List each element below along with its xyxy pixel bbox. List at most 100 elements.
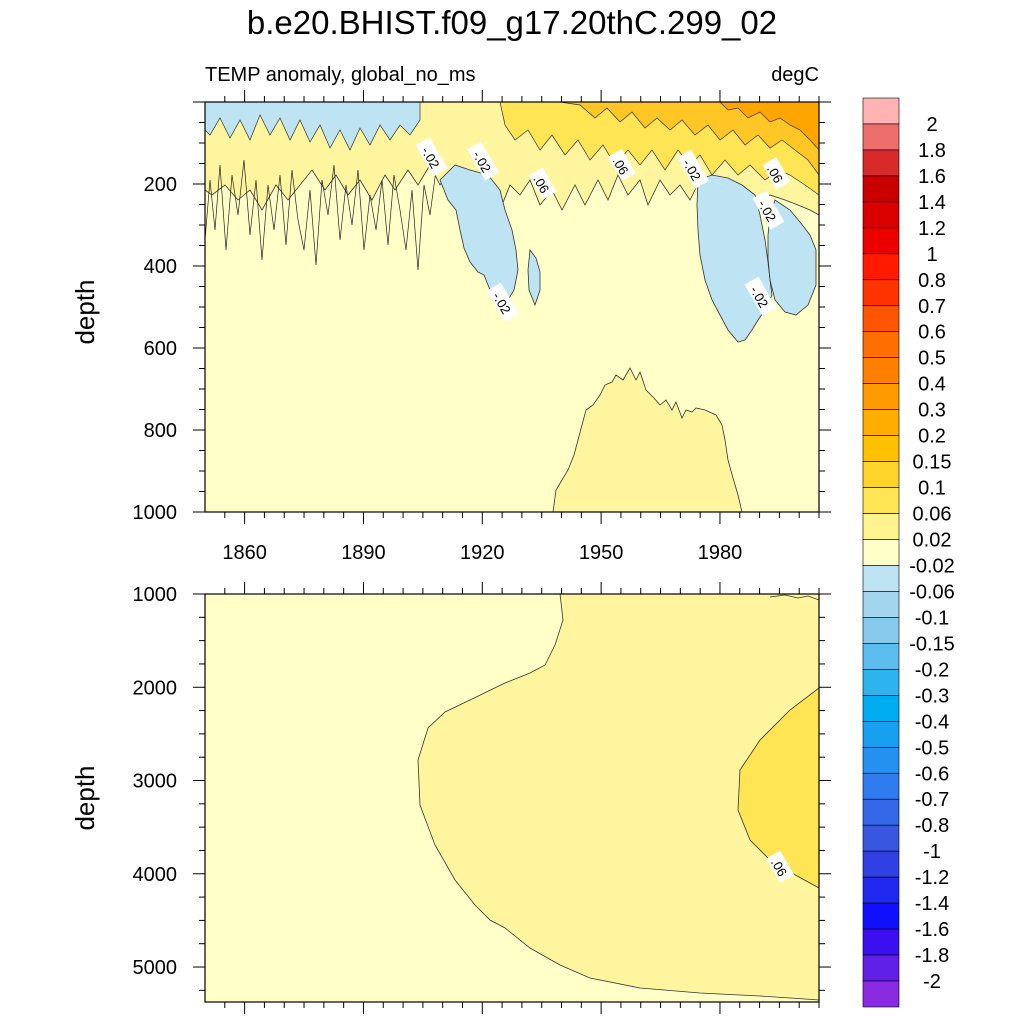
colorbar-swatch: [862, 746, 900, 774]
cool-anomaly-surface-early: [205, 102, 421, 151]
colorbar-label: -1.2: [915, 867, 949, 889]
colorbar-swatch: [862, 253, 900, 281]
colorbar-label: 0.8: [918, 270, 946, 292]
colorbar-swatch: [862, 409, 900, 436]
upper-y-axis-ticks: 200 400 600 800 1000: [133, 101, 831, 524]
cool-anomaly-region-2000: [767, 199, 817, 316]
colorbar-label: -0.3: [915, 685, 949, 707]
colorbar-swatch: [862, 902, 900, 930]
x-tick-label: 1920: [460, 542, 505, 564]
colorbar-label: 1.8: [918, 140, 946, 162]
x-tick-label: 1950: [579, 542, 624, 564]
upper-panel-contour-fill: -.02 -.02.06.06 -.02.06-.02-.02-.02: [205, 102, 819, 512]
colorbar-swatch: [862, 643, 900, 670]
colorbar-label: -1.6: [915, 919, 949, 941]
colorbar-swatch: [862, 876, 900, 904]
colorbar-swatch: [862, 513, 900, 540]
colorbar-swatch: [862, 591, 900, 618]
colorbar-swatch: [862, 954, 900, 982]
colorbar-swatch: [862, 461, 900, 488]
colorbar-label: 1.2: [918, 218, 946, 240]
colorbar-label: 1: [926, 244, 937, 266]
deep-warm-anomaly-region: [552, 367, 743, 512]
colorbar-swatch: [862, 539, 900, 566]
upper-y-axis-label: depth: [70, 279, 100, 344]
colorbar-swatch: [862, 357, 900, 384]
y-tick-label: 1000: [133, 502, 178, 524]
y-tick-label: 3000: [133, 771, 178, 793]
y-tick-label: 600: [144, 338, 177, 360]
surface-fluctuation-contours: [205, 159, 437, 271]
colorbar-swatch: [862, 175, 900, 203]
y-tick-label: 5000: [133, 957, 178, 979]
chart-title: b.e20.BHIST.f09_g17.20thC.299_02: [247, 4, 777, 41]
surface-max-warm-patch: [719, 102, 819, 151]
colorbar-label: -1: [923, 841, 941, 863]
colorbar-label: -0.02: [909, 555, 955, 577]
colorbar-label: -0.7: [915, 789, 949, 811]
colorbar-swatch: [862, 279, 900, 307]
colorbar-swatch: [862, 695, 900, 722]
colorbar-swatch: [862, 772, 900, 800]
colorbar-swatch: [862, 331, 900, 359]
y-tick-label: 200: [144, 174, 177, 196]
colorbar-swatch: [862, 928, 900, 956]
colorbar-swatch: [862, 565, 900, 592]
colorbar-label: 0.15: [913, 452, 952, 474]
colorbar-label: -0.4: [915, 711, 949, 733]
colorbar-label: 0.3: [918, 400, 946, 422]
x-tick-label: 1890: [341, 542, 386, 564]
upper-contour-labels: -.02 -.02.06.06 -.02.06-.02-.02-.02: [415, 137, 791, 322]
deep-warm-anomaly-lobe: [417, 594, 819, 1001]
colorbar-label: -0.8: [915, 815, 949, 837]
colorbar: 2 1.8 1.6 1.4 1.2 1 0.8 0.7 0.6 0.5 0.4 0.3 0.2 0.15 0…: [862, 97, 955, 1008]
cool-anomaly-region-1930: [527, 248, 541, 307]
colorbar-swatch: [862, 850, 900, 878]
colorbar-label: 0.02: [913, 530, 952, 552]
colorbar-label: 0.06: [913, 504, 952, 526]
colorbar-label: 0.5: [918, 348, 946, 370]
lower-y-axis-label: depth: [70, 765, 100, 830]
colorbar-label: -0.1: [915, 607, 949, 629]
cool-anomaly-region-1985: [696, 174, 773, 343]
colorbar-label: 0.1: [918, 478, 946, 500]
colorbar-label: -0.2: [915, 659, 949, 681]
colorbar-label: -0.5: [915, 737, 949, 759]
colorbar-label: 0.4: [918, 374, 946, 396]
upper-subtitle-units: degC: [771, 64, 819, 86]
colorbar-swatch: [862, 201, 900, 229]
colorbar-label: 0.2: [918, 426, 946, 448]
colorbar-label: -0.6: [915, 763, 949, 785]
colorbar-label: -0.15: [909, 633, 955, 655]
colorbar-swatch: [862, 487, 900, 514]
colorbar-swatch: [862, 669, 900, 696]
small-contour-near-1000m: [769, 594, 819, 601]
colorbar-swatch: [862, 97, 900, 125]
colorbar-label: -1.4: [915, 893, 949, 915]
colorbar-swatch: [862, 123, 900, 151]
lower-panel-contour-fill: .06: [205, 594, 819, 1002]
colorbar-label: 1.4: [918, 192, 946, 214]
strong-deep-warm-patch: [737, 687, 819, 889]
x-tick-label: 1980: [698, 542, 743, 564]
surface-strong-warm-layer: [559, 102, 819, 176]
y-tick-label: 2000: [133, 677, 178, 699]
colorbar-swatch: [862, 435, 900, 462]
colorbar-swatch: [862, 305, 900, 333]
lower-y-axis-ticks: 1000 2000 3000 4000 5000: [133, 584, 831, 991]
colorbar-swatch: [862, 824, 900, 852]
colorbar-swatch: [862, 617, 900, 644]
y-tick-label: 400: [144, 256, 177, 278]
colorbar-swatch: [862, 383, 900, 410]
lower-panel-frame: [204, 593, 820, 1003]
x-tick-label: 1860: [222, 542, 267, 564]
lower-x-axis-ticks: [224, 582, 820, 1014]
colorbar-label: 1.6: [918, 166, 946, 188]
colorbar-label: -0.06: [909, 581, 955, 603]
colorbar-label: 2: [926, 114, 937, 136]
colorbar-label: -2: [923, 971, 941, 993]
y-tick-label: 1000: [133, 584, 178, 606]
colorbar-swatch: [862, 980, 900, 1008]
colorbar-swatch: [862, 721, 900, 748]
